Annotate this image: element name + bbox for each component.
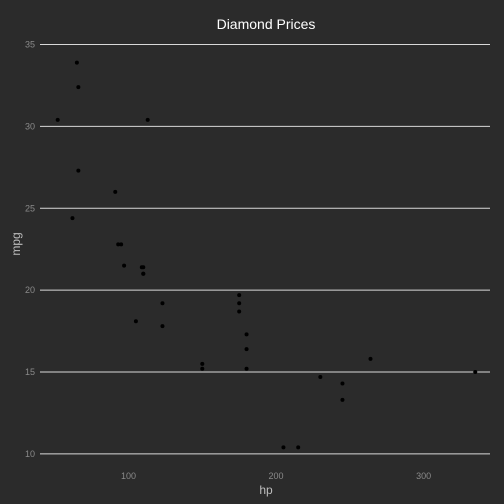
data-point <box>145 117 150 122</box>
data-point <box>244 347 249 352</box>
data-point <box>133 319 138 324</box>
y-tick-label: 20 <box>25 285 35 295</box>
data-point <box>74 60 79 65</box>
data-point <box>160 301 165 306</box>
data-point <box>473 370 478 375</box>
data-point <box>244 366 249 371</box>
data-point <box>368 356 373 361</box>
data-point <box>55 117 60 122</box>
data-point <box>281 445 286 450</box>
data-point <box>76 168 81 173</box>
data-point <box>119 242 124 247</box>
chart-title: Diamond Prices <box>217 16 316 32</box>
data-point <box>340 397 345 402</box>
x-tick-label: 100 <box>121 471 136 481</box>
data-point <box>237 309 242 314</box>
x-tick-label: 200 <box>269 471 284 481</box>
data-point <box>70 216 75 221</box>
data-point <box>141 271 146 276</box>
data-point <box>200 366 205 371</box>
x-axis-ticks: 100 200 300 <box>121 471 431 481</box>
data-point <box>113 189 118 194</box>
data-point <box>116 242 121 247</box>
y-tick-label: 30 <box>25 121 35 131</box>
data-point <box>340 381 345 386</box>
y-tick-label: 25 <box>25 203 35 213</box>
y-tick-label: 15 <box>25 367 35 377</box>
data-point <box>244 332 249 337</box>
data-point <box>237 293 242 298</box>
data-point <box>296 445 301 450</box>
data-point <box>76 85 81 90</box>
data-point <box>160 324 165 329</box>
gridlines <box>40 44 490 455</box>
data-points <box>55 60 478 450</box>
data-point <box>122 263 127 268</box>
data-point <box>139 265 144 270</box>
x-axis-label: hp <box>259 483 273 497</box>
y-tick-label: 35 <box>25 40 35 50</box>
y-tick-label: 10 <box>25 449 35 459</box>
data-point <box>200 361 205 366</box>
y-axis-ticks: 10 15 20 25 30 35 <box>25 40 35 459</box>
data-point <box>318 374 323 379</box>
x-tick-label: 300 <box>416 471 431 481</box>
y-axis-label: mpg <box>9 232 23 255</box>
data-point <box>237 301 242 306</box>
